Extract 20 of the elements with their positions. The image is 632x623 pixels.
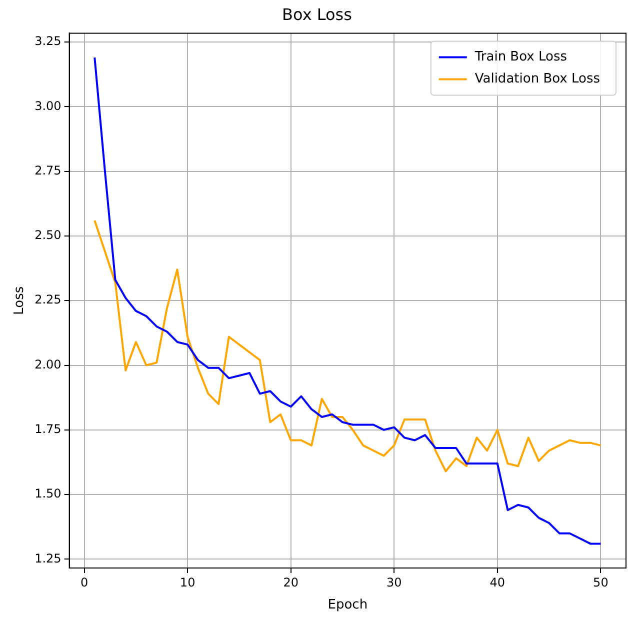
- y-tick-label: 3.25: [34, 34, 62, 48]
- legend-label: Train Box Loss: [474, 50, 568, 65]
- x-tick-label: 0: [80, 575, 88, 590]
- y-axis-title: Loss: [12, 286, 28, 315]
- x-tick-label: 20: [283, 575, 298, 590]
- x-tick-label: 30: [386, 575, 402, 590]
- y-tick-label: 1.25: [34, 551, 62, 566]
- y-tick-label: 2.75: [34, 163, 62, 178]
- x-tick-label: 50: [593, 575, 608, 590]
- chart-title: Box Loss: [282, 4, 352, 24]
- y-tick-label: 2.50: [34, 228, 62, 242]
- legend-label: Validation Box Loss: [474, 72, 600, 87]
- x-axis-title: Epoch: [328, 598, 368, 613]
- y-tick-label: 3.00: [34, 98, 62, 113]
- x-tick-label: 10: [180, 575, 196, 590]
- y-tick-label: 1.75: [34, 422, 62, 436]
- y-tick-label: 2.00: [34, 357, 62, 372]
- y-tick-label: 2.25: [34, 292, 62, 307]
- x-tick-label: 40: [490, 575, 506, 590]
- y-tick-label: 1.50: [34, 486, 62, 501]
